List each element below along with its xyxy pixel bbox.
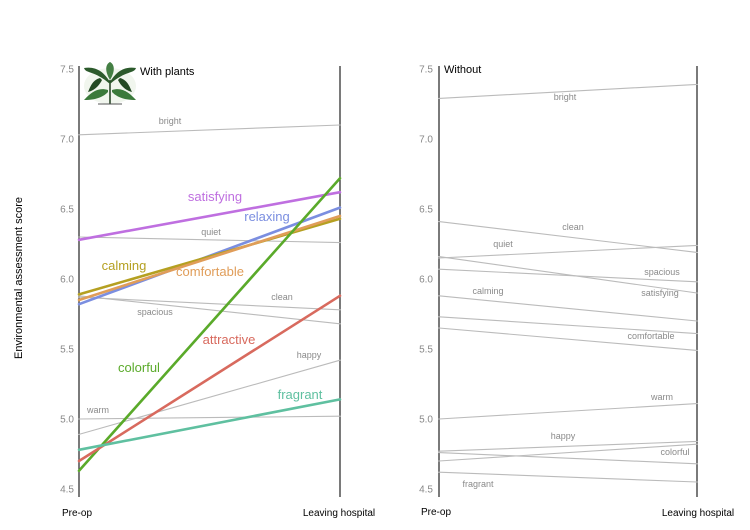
series-line-fragrant: [438, 471, 698, 483]
y-tick-label: 7.5: [60, 65, 74, 76]
series-label: happy: [297, 350, 322, 360]
series-label: quiet: [493, 239, 513, 249]
series-line-warm: [78, 415, 341, 420]
series-label: colorful: [118, 360, 160, 375]
series-label: satisfying: [188, 189, 242, 204]
y-tick-label: 7.0: [419, 135, 433, 146]
series-label: attractive: [203, 332, 256, 347]
series-line-quiet: [438, 244, 698, 259]
y-tick-label: 6.0: [60, 275, 74, 286]
panel-title: Without: [444, 64, 481, 76]
series-label: warm: [86, 405, 109, 415]
series-line-comfortable: [438, 316, 698, 335]
series-label: bright: [554, 92, 577, 102]
series-line-calming: [77, 217, 342, 296]
series-line-unlabeled-11: [438, 443, 698, 462]
series-label: clean: [562, 222, 584, 232]
series-line-spacious: [438, 268, 698, 283]
series-line-colorful: [77, 176, 342, 473]
x-tick-label: Pre-op: [421, 507, 451, 518]
series-line-warm: [438, 403, 698, 420]
y-tick-label: 4.5: [419, 485, 433, 496]
series-label: spacious: [137, 307, 173, 317]
series-line-fragrant: [77, 398, 342, 452]
series-label: relaxing: [244, 209, 290, 224]
series-label: warm: [650, 392, 673, 402]
series-label: comfortable: [627, 331, 674, 341]
series-label: satisfying: [641, 288, 679, 298]
series-label: happy: [551, 431, 576, 441]
y-tick-label: 5.0: [419, 415, 433, 426]
series-label: clean: [271, 292, 293, 302]
y-tick-label: 5.0: [60, 415, 74, 426]
y-tick-label: 5.5: [419, 345, 433, 356]
y-tick-label: 7.5: [419, 65, 433, 76]
panel-title: With plants: [140, 66, 195, 78]
series-line-calming: [438, 295, 698, 322]
series-line-unlabeled-7: [438, 327, 698, 351]
series-line-satisfying: [77, 190, 342, 242]
y-tick-label: 6.5: [60, 205, 74, 216]
series-line-quiet: [78, 236, 341, 244]
x-tick-label: Pre-op: [62, 508, 92, 519]
x-tick-label: Leaving hospital: [662, 508, 734, 519]
series-line-bright: [78, 124, 341, 136]
y-tick-label: 5.5: [60, 345, 74, 356]
series-label: calming: [472, 286, 503, 296]
series-label: colorful: [660, 447, 689, 457]
series-line-colorful: [438, 452, 698, 465]
panel-without: Without 7.5 7.0 6.5 6.0 5.5 5.0 4.5 bright clea…: [419, 64, 734, 519]
series-label: comfortable: [176, 264, 244, 279]
plant-illustration-icon: [84, 62, 136, 105]
series-label: calming: [102, 258, 147, 273]
series-label: quiet: [201, 227, 221, 237]
series-label: bright: [159, 116, 182, 126]
series-line-comfortable: [77, 214, 342, 302]
y-axis-label: Environmental assessment score: [13, 197, 25, 359]
series-line-attractive: [77, 294, 342, 463]
series-line-spacious: [78, 295, 341, 325]
series-line-clean: [78, 296, 341, 311]
series-line-happy: [438, 440, 698, 452]
series-line-satisfying: [438, 256, 698, 294]
y-tick-label: 6.5: [419, 205, 433, 216]
x-tick-label: Leaving hospital: [303, 508, 375, 519]
series-label: spacious: [644, 267, 680, 277]
panel-with-plants: With plants 7.5 7.0 6.5 6.0 5.5 5.0 4.5 bright…: [60, 62, 375, 519]
series-line-bright: [438, 83, 698, 99]
series-label: fragrant: [278, 387, 323, 402]
series-label: fragrant: [462, 479, 494, 489]
y-tick-label: 7.0: [60, 135, 74, 146]
y-tick-label: 6.0: [419, 275, 433, 286]
y-tick-label: 4.5: [60, 485, 74, 496]
